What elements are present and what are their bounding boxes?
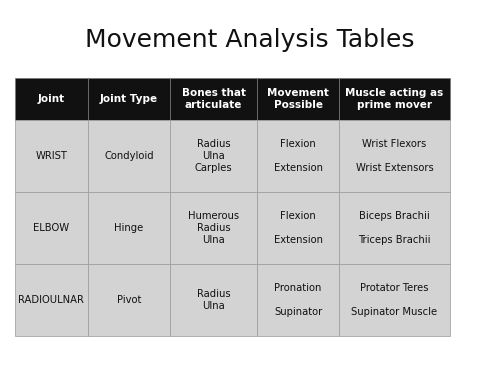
Text: Joint: Joint bbox=[38, 94, 65, 104]
Bar bbox=[88, 192, 170, 264]
Bar bbox=[257, 192, 340, 264]
Bar bbox=[170, 78, 257, 120]
Text: Wrist Flexors

Wrist Extensors: Wrist Flexors Wrist Extensors bbox=[356, 140, 434, 172]
Text: Pronation

Supinator: Pronation Supinator bbox=[274, 284, 322, 316]
Bar bbox=[257, 264, 340, 336]
Bar bbox=[257, 120, 340, 192]
Bar bbox=[15, 78, 88, 120]
Text: WRIST: WRIST bbox=[36, 151, 68, 161]
Text: Pivot: Pivot bbox=[117, 295, 141, 305]
Text: Movement Analysis Tables: Movement Analysis Tables bbox=[85, 28, 415, 52]
Bar bbox=[88, 78, 170, 120]
Bar bbox=[88, 264, 170, 336]
Bar bbox=[340, 120, 450, 192]
Text: Condyloid: Condyloid bbox=[104, 151, 154, 161]
Text: Hinge: Hinge bbox=[114, 223, 144, 233]
Text: Radius
Ulna: Radius Ulna bbox=[197, 289, 230, 311]
Text: Radius
Ulna
Carples: Radius Ulna Carples bbox=[195, 140, 232, 172]
Text: RADIOULNAR: RADIOULNAR bbox=[18, 295, 84, 305]
Bar bbox=[257, 78, 340, 120]
Text: Flexion

Extension: Flexion Extension bbox=[274, 211, 322, 244]
Text: Flexion

Extension: Flexion Extension bbox=[274, 140, 322, 172]
Text: Biceps Brachii

Triceps Brachii: Biceps Brachii Triceps Brachii bbox=[358, 211, 431, 244]
Text: Protator Teres

Supinator Muscle: Protator Teres Supinator Muscle bbox=[352, 284, 438, 316]
Bar bbox=[340, 192, 450, 264]
Bar bbox=[15, 120, 88, 192]
Text: Joint Type: Joint Type bbox=[100, 94, 158, 104]
Bar bbox=[15, 192, 88, 264]
Text: Muscle acting as
prime mover: Muscle acting as prime mover bbox=[346, 88, 444, 110]
Bar bbox=[15, 264, 88, 336]
Bar bbox=[170, 192, 257, 264]
Text: Humerous
Radius
Ulna: Humerous Radius Ulna bbox=[188, 211, 239, 244]
Bar bbox=[340, 78, 450, 120]
Bar bbox=[170, 120, 257, 192]
Bar bbox=[88, 120, 170, 192]
Text: ELBOW: ELBOW bbox=[34, 223, 70, 233]
Bar bbox=[170, 264, 257, 336]
Text: Bones that
articulate: Bones that articulate bbox=[182, 88, 246, 110]
Text: Movement
Possible: Movement Possible bbox=[267, 88, 329, 110]
Bar bbox=[340, 264, 450, 336]
